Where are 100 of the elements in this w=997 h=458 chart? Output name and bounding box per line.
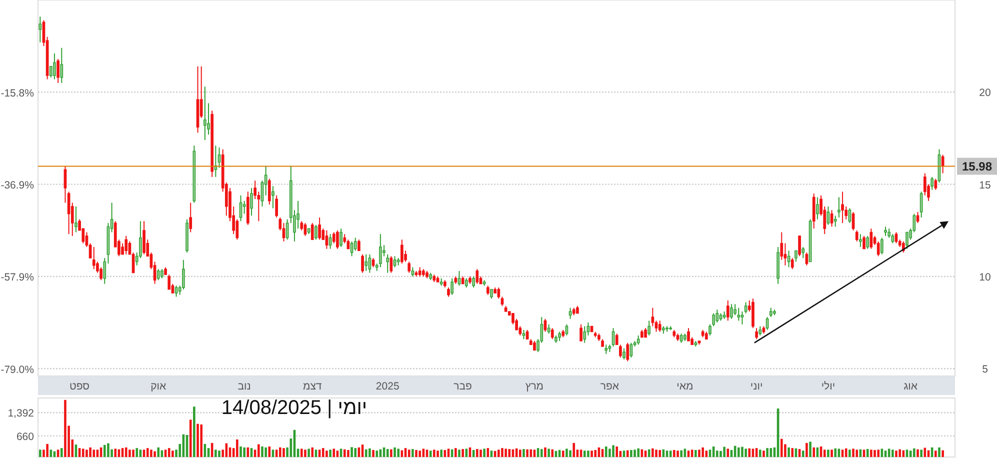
bar bbox=[433, 450, 436, 457]
bar bbox=[572, 442, 576, 457]
candlestick bbox=[802, 246, 805, 259]
candlestick bbox=[314, 224, 318, 240]
bar bbox=[390, 449, 392, 457]
bar bbox=[738, 447, 740, 457]
bar bbox=[758, 450, 762, 457]
bar bbox=[272, 450, 274, 457]
bar bbox=[788, 447, 790, 457]
bar bbox=[898, 449, 901, 457]
bar bbox=[258, 444, 260, 457]
bar bbox=[913, 448, 916, 457]
bar bbox=[708, 450, 712, 457]
y-tick-label: 1,392 bbox=[8, 408, 34, 420]
bar bbox=[766, 448, 768, 457]
candlestick bbox=[310, 222, 314, 240]
bar bbox=[522, 449, 525, 457]
bar bbox=[394, 447, 396, 457]
candlestick bbox=[282, 222, 286, 242]
bar bbox=[748, 448, 751, 457]
candlestick bbox=[464, 278, 468, 288]
x-tick-label: מרץ bbox=[525, 380, 544, 392]
candlestick bbox=[712, 312, 715, 327]
bar bbox=[594, 450, 597, 457]
candlestick bbox=[361, 254, 364, 274]
bar bbox=[723, 446, 726, 457]
candlestick bbox=[583, 326, 586, 344]
bar bbox=[862, 450, 866, 457]
candlestick bbox=[744, 302, 748, 314]
bar bbox=[218, 450, 220, 457]
bar bbox=[834, 448, 837, 457]
candlestick bbox=[156, 268, 160, 281]
bar bbox=[544, 447, 546, 457]
bar bbox=[60, 448, 63, 457]
candlestick bbox=[604, 344, 608, 354]
bar bbox=[354, 448, 357, 457]
bar bbox=[744, 448, 747, 457]
bar bbox=[440, 450, 442, 457]
bar bbox=[64, 400, 66, 457]
bar bbox=[318, 450, 321, 457]
candlestick bbox=[766, 316, 769, 330]
candlestick bbox=[790, 258, 794, 270]
bar bbox=[852, 448, 854, 457]
candlestick bbox=[275, 194, 278, 218]
candlestick bbox=[622, 348, 626, 360]
y2-tick-label: -57.9% bbox=[0, 272, 34, 284]
candlestick bbox=[447, 287, 450, 298]
candlestick bbox=[930, 176, 934, 190]
bar bbox=[780, 438, 783, 457]
bar bbox=[436, 450, 439, 457]
bar bbox=[82, 448, 84, 457]
bar bbox=[214, 450, 217, 457]
bar bbox=[676, 450, 679, 457]
candlestick bbox=[798, 235, 801, 257]
bar bbox=[644, 450, 647, 457]
bar bbox=[698, 450, 700, 457]
candlestick bbox=[830, 210, 834, 228]
bar bbox=[884, 450, 887, 457]
candlestick bbox=[124, 235, 128, 255]
candlestick bbox=[855, 230, 858, 242]
bar bbox=[56, 450, 60, 457]
candlestick bbox=[880, 237, 884, 255]
bar bbox=[146, 448, 149, 457]
x-tick-label: פבר bbox=[454, 380, 472, 392]
bar bbox=[343, 449, 346, 457]
x-tick-label: אוק bbox=[150, 380, 167, 392]
candlestick bbox=[142, 220, 146, 255]
bar bbox=[604, 446, 608, 457]
bar bbox=[476, 449, 478, 457]
bar bbox=[326, 450, 328, 457]
candlestick bbox=[934, 178, 938, 190]
bar bbox=[46, 444, 48, 457]
bar bbox=[136, 448, 138, 457]
candlestick bbox=[547, 324, 550, 334]
bar bbox=[426, 450, 428, 457]
bar bbox=[823, 450, 826, 457]
bar bbox=[107, 443, 110, 457]
bar bbox=[673, 450, 676, 457]
bar bbox=[658, 450, 661, 457]
bar bbox=[364, 449, 368, 457]
candlestick bbox=[174, 285, 178, 298]
candlestick bbox=[568, 307, 572, 320]
bar bbox=[720, 450, 722, 457]
candlestick bbox=[906, 232, 908, 250]
bar bbox=[350, 447, 353, 457]
bar bbox=[666, 450, 668, 457]
bar bbox=[569, 450, 572, 457]
y-tick-label: 660 bbox=[16, 430, 34, 443]
x-tick-label: יולי bbox=[821, 380, 836, 392]
bar bbox=[630, 450, 632, 457]
candlestick bbox=[838, 196, 840, 218]
candlestick bbox=[372, 258, 375, 268]
x-tick-label: אוג bbox=[904, 380, 918, 392]
bar bbox=[336, 450, 339, 457]
bar bbox=[490, 450, 493, 457]
candlestick bbox=[379, 234, 382, 268]
candlestick bbox=[390, 256, 393, 274]
candlestick bbox=[304, 222, 307, 236]
bar bbox=[827, 450, 830, 457]
bar bbox=[501, 448, 504, 457]
